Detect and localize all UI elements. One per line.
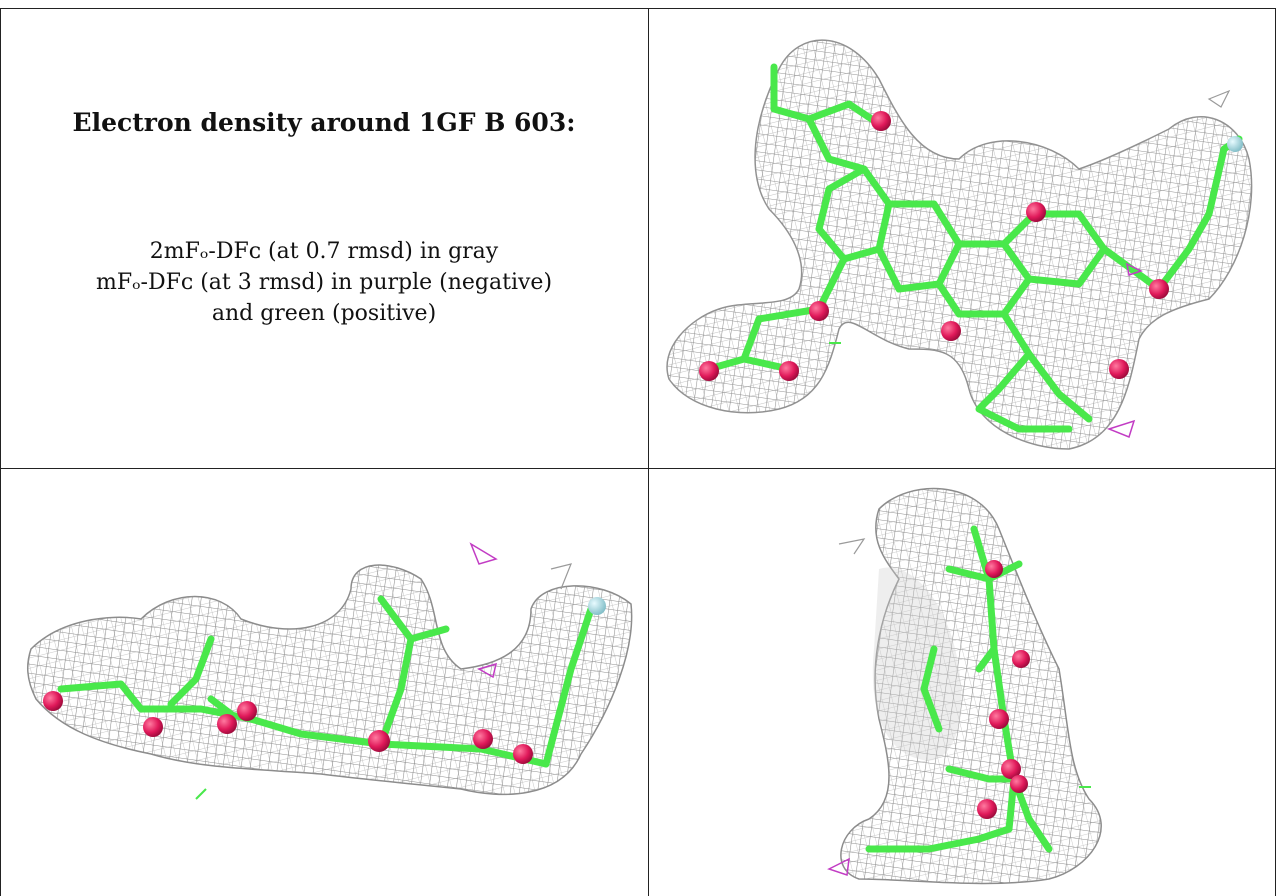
caption-line-1: 2mFₒ-DFᴄ (at 0.7 rmsd) in gray	[149, 239, 499, 264]
table-column-divider	[648, 8, 649, 896]
view-bottom-left	[1, 469, 648, 896]
table-border-left	[0, 8, 1, 896]
caption-cell: Electron density around 1GF B 603: 2mFₒ-…	[8, 8, 640, 468]
caption-line-2: mFₒ-DFᴄ (at 3 rmsd) in purple (negative)	[95, 270, 553, 295]
caption-lines: 2mFₒ-DFᴄ (at 0.7 rmsd) in gray mFₒ-DFᴄ (…	[8, 236, 640, 329]
electron-density-mesh-icon	[26, 542, 633, 800]
caption-line-3: and green (positive)	[211, 301, 437, 326]
electron-density-mesh-icon	[827, 487, 1102, 885]
caption-title: Electron density around 1GF B 603:	[72, 108, 576, 137]
table-row-divider	[0, 468, 1276, 469]
view-top-right	[649, 9, 1275, 468]
view-bottom-right	[649, 469, 1275, 896]
table-border-top	[0, 8, 1276, 9]
electron-density-mesh-icon	[666, 39, 1253, 450]
